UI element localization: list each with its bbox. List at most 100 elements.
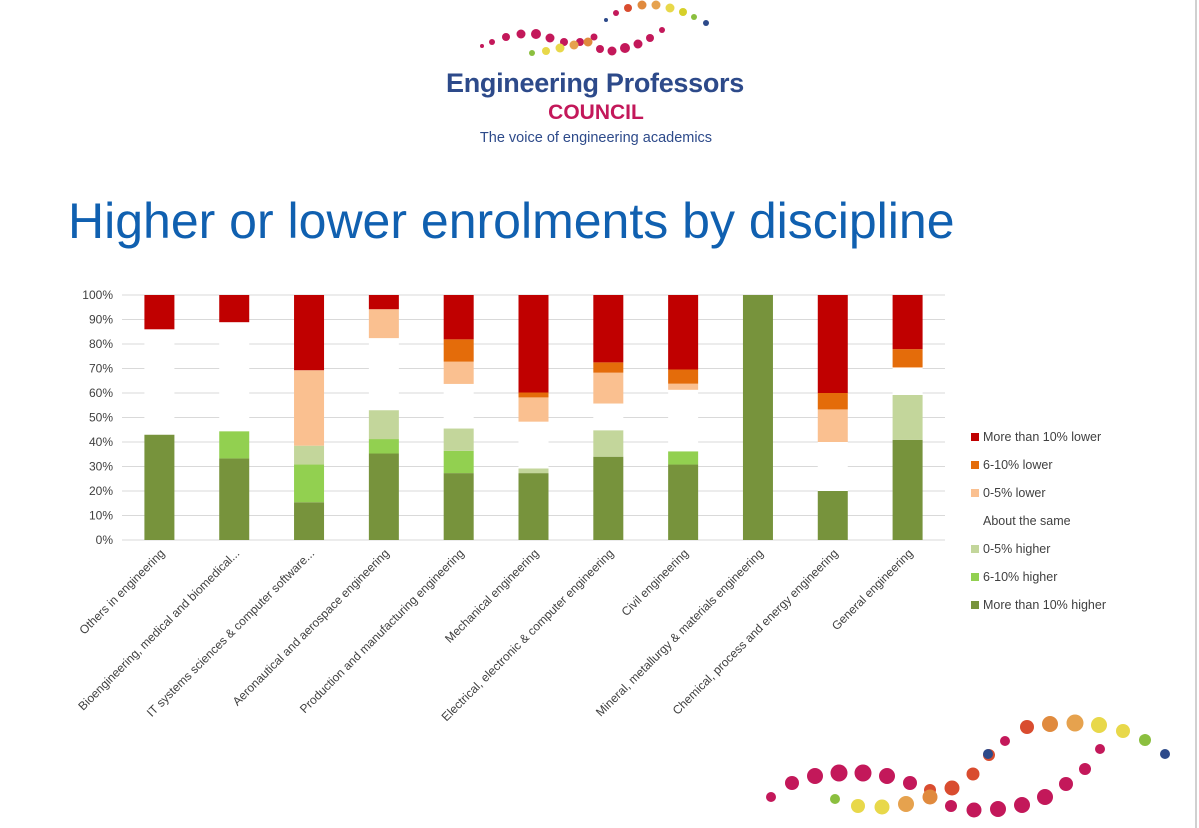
bar-segment xyxy=(219,295,250,323)
bar-segment xyxy=(219,431,250,459)
dot-shape xyxy=(646,34,654,42)
slide-title: Higher or lower enrolments by discipline xyxy=(68,193,955,249)
dot-shape xyxy=(633,39,643,49)
bar-segment xyxy=(668,369,699,384)
dot-shape xyxy=(620,43,630,53)
dot-shape xyxy=(590,33,598,41)
chart-bars xyxy=(144,295,923,540)
dot-shape xyxy=(807,768,823,784)
x-tick-label-group: Chemical, process and energy engineering xyxy=(670,546,841,717)
bar-segment xyxy=(144,329,175,435)
bar-segment xyxy=(518,468,549,474)
bar-segment xyxy=(892,349,923,368)
bar-segment xyxy=(219,458,250,540)
dot-shape xyxy=(637,0,647,10)
y-tick-label: 10% xyxy=(89,509,113,523)
bar-segment xyxy=(144,434,175,540)
dot-shape xyxy=(966,767,980,781)
dot-shape xyxy=(502,33,510,41)
dot-shape xyxy=(651,0,661,10)
dot-shape xyxy=(665,3,675,13)
y-tick-label: 20% xyxy=(89,484,113,498)
legend-swatch xyxy=(971,489,979,497)
dot-shape xyxy=(516,29,526,39)
legend-label: 0-5% higher xyxy=(983,542,1050,556)
bar-segment xyxy=(892,368,923,395)
dot-shape xyxy=(879,768,895,784)
bar-segment xyxy=(892,439,923,540)
x-tick-label: IT systems sciences & computer software.… xyxy=(144,546,317,719)
dot-shape xyxy=(1042,716,1058,732)
bar-segment xyxy=(443,473,474,540)
bar-segment xyxy=(518,421,549,469)
dot-shape xyxy=(703,20,709,26)
bar-segment xyxy=(817,409,848,442)
dot-shape xyxy=(607,46,617,56)
x-tick-label-group: Bioengineering, medical and biomedical..… xyxy=(75,546,242,713)
bar-segment xyxy=(294,502,325,540)
dot-shape xyxy=(1037,789,1053,805)
logo-title: Engineering Professors xyxy=(446,68,744,98)
bar-segment xyxy=(443,339,474,362)
legend-label: About the same xyxy=(983,514,1071,528)
dot-shape xyxy=(854,764,872,782)
dot-shape xyxy=(785,776,799,790)
y-tick-label: 40% xyxy=(89,435,113,449)
bar-segment xyxy=(443,361,474,384)
bar-segment xyxy=(668,295,699,370)
dot-shape xyxy=(679,8,687,16)
dot-shape xyxy=(545,33,555,43)
bar-segment xyxy=(817,393,848,410)
legend-label: 6-10% higher xyxy=(983,570,1057,584)
bar-segment xyxy=(294,295,325,371)
bar-segment xyxy=(518,392,549,398)
x-tick-label: Electrical, electronic & computer engine… xyxy=(439,546,617,724)
bar-segment xyxy=(443,383,474,429)
y-tick-label: 0% xyxy=(96,533,114,547)
bar-segment xyxy=(668,383,699,390)
bar-segment xyxy=(368,309,399,339)
dot-shape xyxy=(1160,749,1170,759)
decorative-dots-icon xyxy=(766,714,1170,818)
bar-segment xyxy=(892,295,923,350)
dot-shape xyxy=(1091,717,1107,733)
dot-shape xyxy=(983,749,993,759)
y-tick-label: 70% xyxy=(89,362,113,376)
dot-shape xyxy=(1116,724,1130,738)
x-tick-label: Mineral, metallurgy & materials engineer… xyxy=(593,546,766,719)
bar-segment xyxy=(668,451,699,465)
bar-segment xyxy=(518,295,549,393)
dot-shape xyxy=(529,50,535,56)
bar-segment xyxy=(294,370,325,446)
y-tick-label: 100% xyxy=(82,288,113,302)
bar-segment xyxy=(593,403,624,431)
dot-shape xyxy=(1066,714,1084,732)
bar-segment xyxy=(668,389,699,452)
dot-shape xyxy=(583,37,593,47)
legend-label: 6-10% lower xyxy=(983,458,1052,472)
bar-segment xyxy=(817,442,848,491)
chart-legend: More than 10% lower 6-10% lower 0-5% lower… xyxy=(971,430,1106,612)
dot-shape xyxy=(489,39,495,45)
legend-swatch xyxy=(971,433,979,441)
y-tick-label: 50% xyxy=(89,411,113,425)
bar-segment xyxy=(368,338,399,411)
x-tick-label: Bioengineering, medical and biomedical..… xyxy=(75,546,242,713)
bar-segment xyxy=(368,295,399,310)
bar-segment xyxy=(742,295,773,540)
bar-segment xyxy=(817,295,848,393)
bar-segment xyxy=(368,410,399,440)
dot-shape xyxy=(945,800,957,812)
bar-segment xyxy=(593,362,624,373)
bar-segment xyxy=(518,473,549,540)
dot-shape xyxy=(898,796,914,812)
x-tick-label-group: Mineral, metallurgy & materials engineer… xyxy=(593,546,766,719)
legend-label: 0-5% lower xyxy=(983,486,1046,500)
x-tick-label: Production and manufacturing engineering xyxy=(297,546,467,716)
dot-shape xyxy=(903,776,917,790)
dot-shape xyxy=(830,764,848,782)
dot-shape xyxy=(922,789,938,805)
x-tick-label-group: Civil engineering xyxy=(619,546,692,619)
dot-shape xyxy=(990,801,1006,817)
legend-swatch xyxy=(971,545,979,553)
